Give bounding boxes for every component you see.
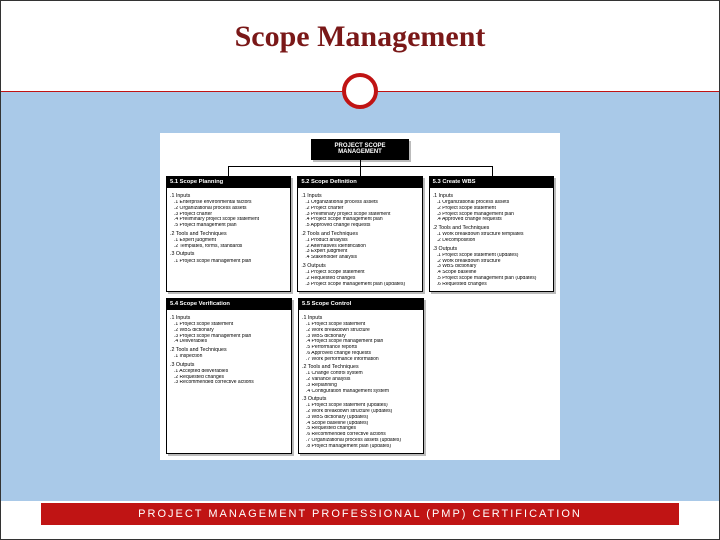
- circle-accent-icon: [342, 73, 378, 109]
- root-box: PROJECT SCOPE MANAGEMENT: [311, 139, 409, 161]
- proc-5-4: 5.4 Scope Verification .1 Inputs .1 Proj…: [166, 298, 292, 454]
- content-area: PROJECT SCOPE MANAGEMENT 5.1 Scope Plann…: [1, 92, 719, 501]
- process-row-2: 5.4 Scope Verification .1 Inputs .1 Proj…: [166, 298, 554, 454]
- proc-5-4-title: 5.4 Scope Verification: [167, 299, 291, 310]
- proc-5-2-body: .1 Inputs .1 Organizational process asse…: [298, 188, 421, 291]
- proc-5-5-body: .1 Inputs .1 Project scope statement .2 …: [299, 310, 423, 453]
- proc-5-3-title: 5.3 Create WBS: [430, 177, 553, 188]
- scope-diagram: PROJECT SCOPE MANAGEMENT 5.1 Scope Plann…: [160, 133, 560, 461]
- tree-connector: [166, 166, 554, 176]
- proc-5-2: 5.2 Scope Definition .1 Inputs .1 Organi…: [297, 176, 422, 292]
- proc-5-2-title: 5.2 Scope Definition: [298, 177, 421, 188]
- proc-5-4-body: .1 Inputs .1 Project scope statement .2 …: [167, 310, 291, 390]
- proc-5-1: 5.1 Scope Planning .1 Inputs .1 Enterpri…: [166, 176, 291, 292]
- slide-title: Scope Management: [1, 1, 719, 73]
- proc-5-1-title: 5.1 Scope Planning: [167, 177, 290, 188]
- root-line2: MANAGEMENT: [314, 149, 406, 156]
- process-row-1: 5.1 Scope Planning .1 Inputs .1 Enterpri…: [166, 176, 554, 292]
- slide: Scope Management PROJECT SCOPE MANAGEMEN…: [0, 0, 720, 540]
- proc-5-3-body: .1 Inputs .1 Organizational process asse…: [430, 188, 553, 291]
- proc-5-5-title: 5.5 Scope Control: [299, 299, 423, 310]
- proc-5-1-body: .1 Inputs .1 Enterprise environmental fa…: [167, 188, 290, 268]
- proc-5-5: 5.5 Scope Control .1 Inputs .1 Project s…: [298, 298, 424, 454]
- footer-bar: PROJECT MANAGEMENT PROFESSIONAL (PMP) CE…: [41, 503, 679, 525]
- proc-5-3: 5.3 Create WBS .1 Inputs .1 Organization…: [429, 176, 554, 292]
- root-line1: PROJECT SCOPE: [314, 143, 406, 150]
